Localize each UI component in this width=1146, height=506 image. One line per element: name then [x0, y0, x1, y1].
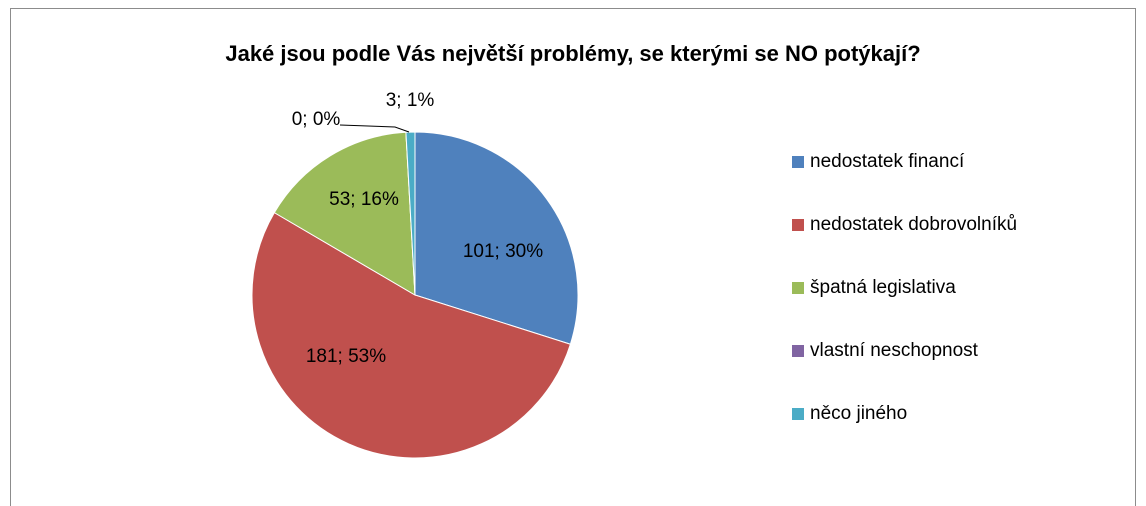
legend-swatch	[792, 156, 804, 168]
legend-label: něco jiného	[810, 403, 907, 424]
legend-label: nedostatek dobrovolníků	[810, 214, 1017, 235]
pie-slice	[414, 131, 579, 345]
legend-swatch	[792, 282, 804, 294]
data-label: 181; 53%	[306, 346, 386, 367]
pie-slice	[273, 131, 416, 296]
data-label: 3; 1%	[386, 90, 435, 111]
legend-swatch	[792, 219, 804, 231]
chart-title: Jaké jsou podle Vás největší problémy, s…	[225, 41, 920, 66]
legend-label: vlastní neschopnost	[810, 340, 979, 361]
pie-slice	[405, 131, 416, 296]
data-label: 53; 16%	[329, 189, 399, 210]
data-label: 0; 0%	[292, 109, 341, 130]
legend-label: špatná legislativa	[810, 277, 956, 298]
data-label: 101; 30%	[463, 241, 543, 262]
legend-label: nedostatek financí	[810, 151, 965, 172]
leader-line	[339, 124, 410, 133]
pie-slice	[251, 211, 572, 459]
legend-swatch	[792, 345, 804, 357]
legend-swatch	[792, 408, 804, 420]
